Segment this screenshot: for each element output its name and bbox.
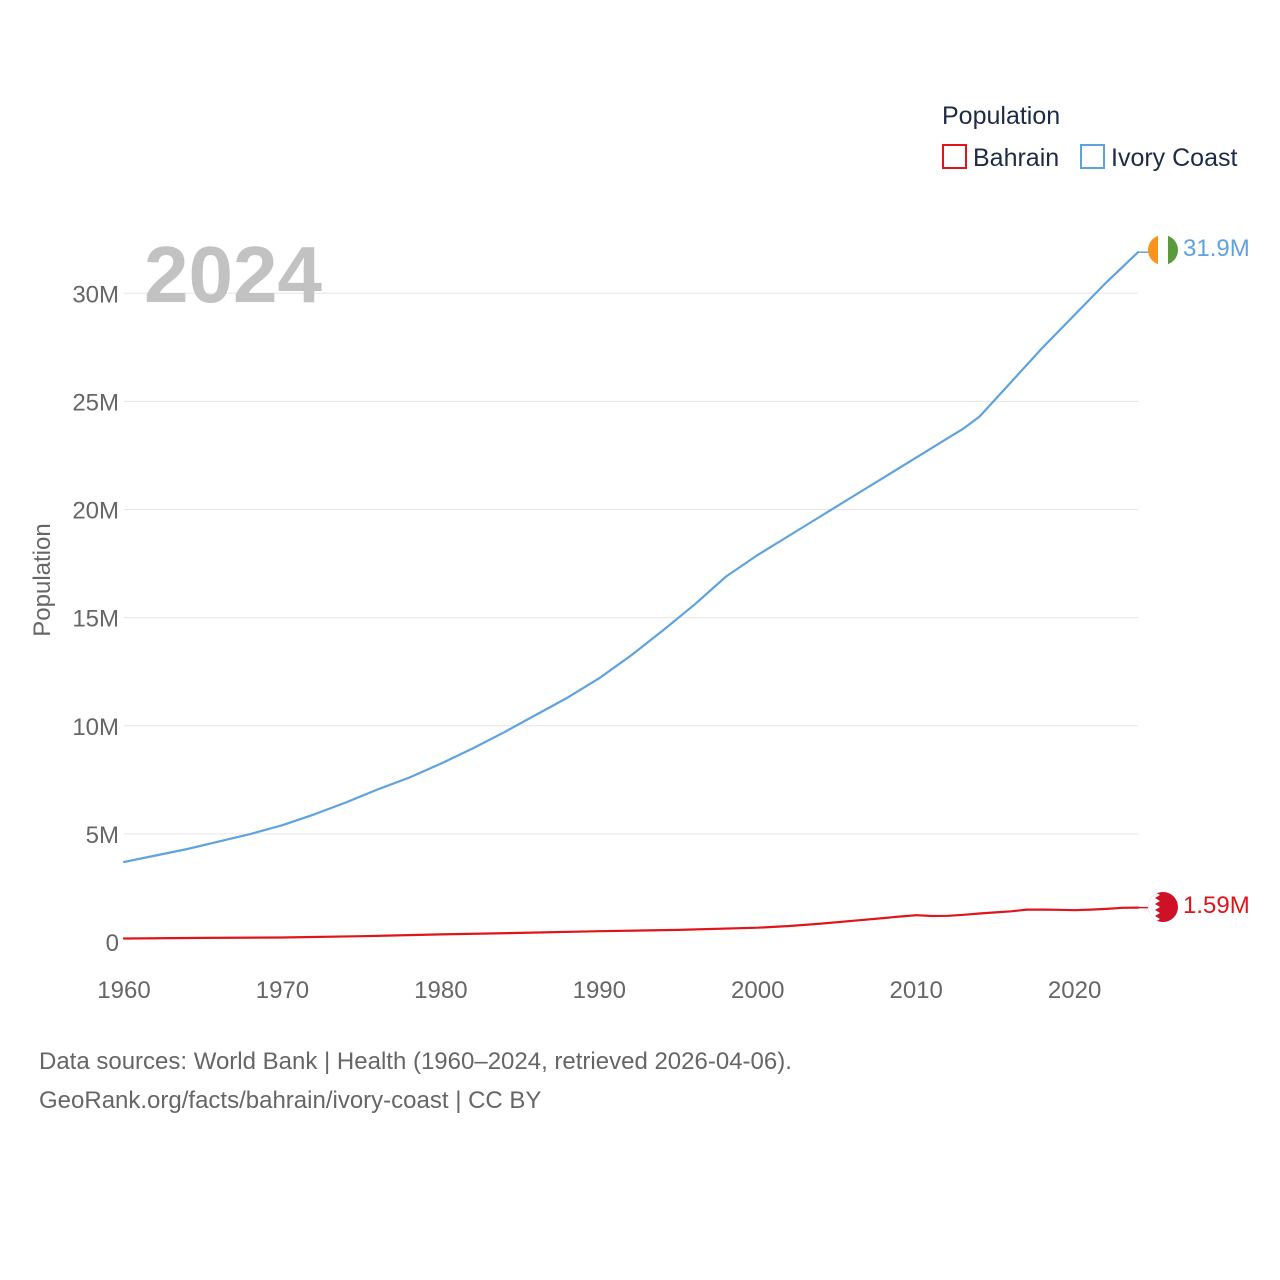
source-line-2[interactable]: GeoRank.org/facts/bahrain/ivory-coast | … [39, 1087, 541, 1114]
ivory-coast-end-label: 31.9M [1183, 235, 1250, 262]
legend: Population Bahrain Ivory Coast [942, 102, 1237, 172]
legend-item-bahrain[interactable]: Bahrain [942, 144, 1059, 172]
y-tick-label: 30M [72, 281, 119, 308]
series-line-ivory-coast[interactable] [122, 251, 1140, 864]
bahrain-flag-icon [1148, 892, 1178, 922]
y-tick-label: 15M [72, 606, 119, 633]
legend-label-ivory-coast: Ivory Coast [1111, 144, 1237, 172]
y-tick-label: 10M [72, 714, 119, 741]
x-tick-label: 1970 [256, 977, 309, 1004]
y-tick-label: 0 [106, 930, 119, 957]
legend-item-ivory-coast[interactable]: Ivory Coast [1080, 144, 1237, 172]
x-tick-label: 1980 [414, 977, 467, 1004]
x-tick-label: 1960 [97, 977, 150, 1004]
y-tick-label: 25M [72, 389, 119, 416]
series-end-markers [1138, 251, 1150, 909]
x-tick-label: 1990 [573, 977, 626, 1004]
series-line-bahrain[interactable] [122, 906, 1140, 940]
bahrain-end-label: 1.59M [1183, 892, 1250, 919]
y-axis-title: Population [29, 523, 56, 636]
legend-label-bahrain: Bahrain [973, 144, 1059, 172]
x-axis-ticks: 1960 1970 1980 1990 2000 2010 2020 [97, 977, 1101, 1004]
current-year-label: 2024 [144, 230, 322, 319]
legend-swatch-ivory-coast [1080, 144, 1105, 169]
x-tick-label: 2010 [889, 977, 942, 1004]
y-tick-label: 20M [72, 498, 119, 525]
source-line-1: Data sources: World Bank | Health (1960–… [39, 1048, 792, 1075]
ivory-coast-flag-icon [1148, 235, 1178, 265]
y-tick-label: 5M [86, 822, 119, 849]
legend-swatch-bahrain [942, 144, 967, 169]
legend-title: Population [942, 102, 1060, 130]
x-tick-label: 2020 [1048, 977, 1101, 1004]
gridlines [124, 292, 1138, 835]
x-tick-label: 2000 [731, 977, 784, 1004]
series-lines [122, 251, 1140, 940]
y-axis-ticks: 0 5M 10M 15M 20M 25M 30M [72, 281, 119, 957]
